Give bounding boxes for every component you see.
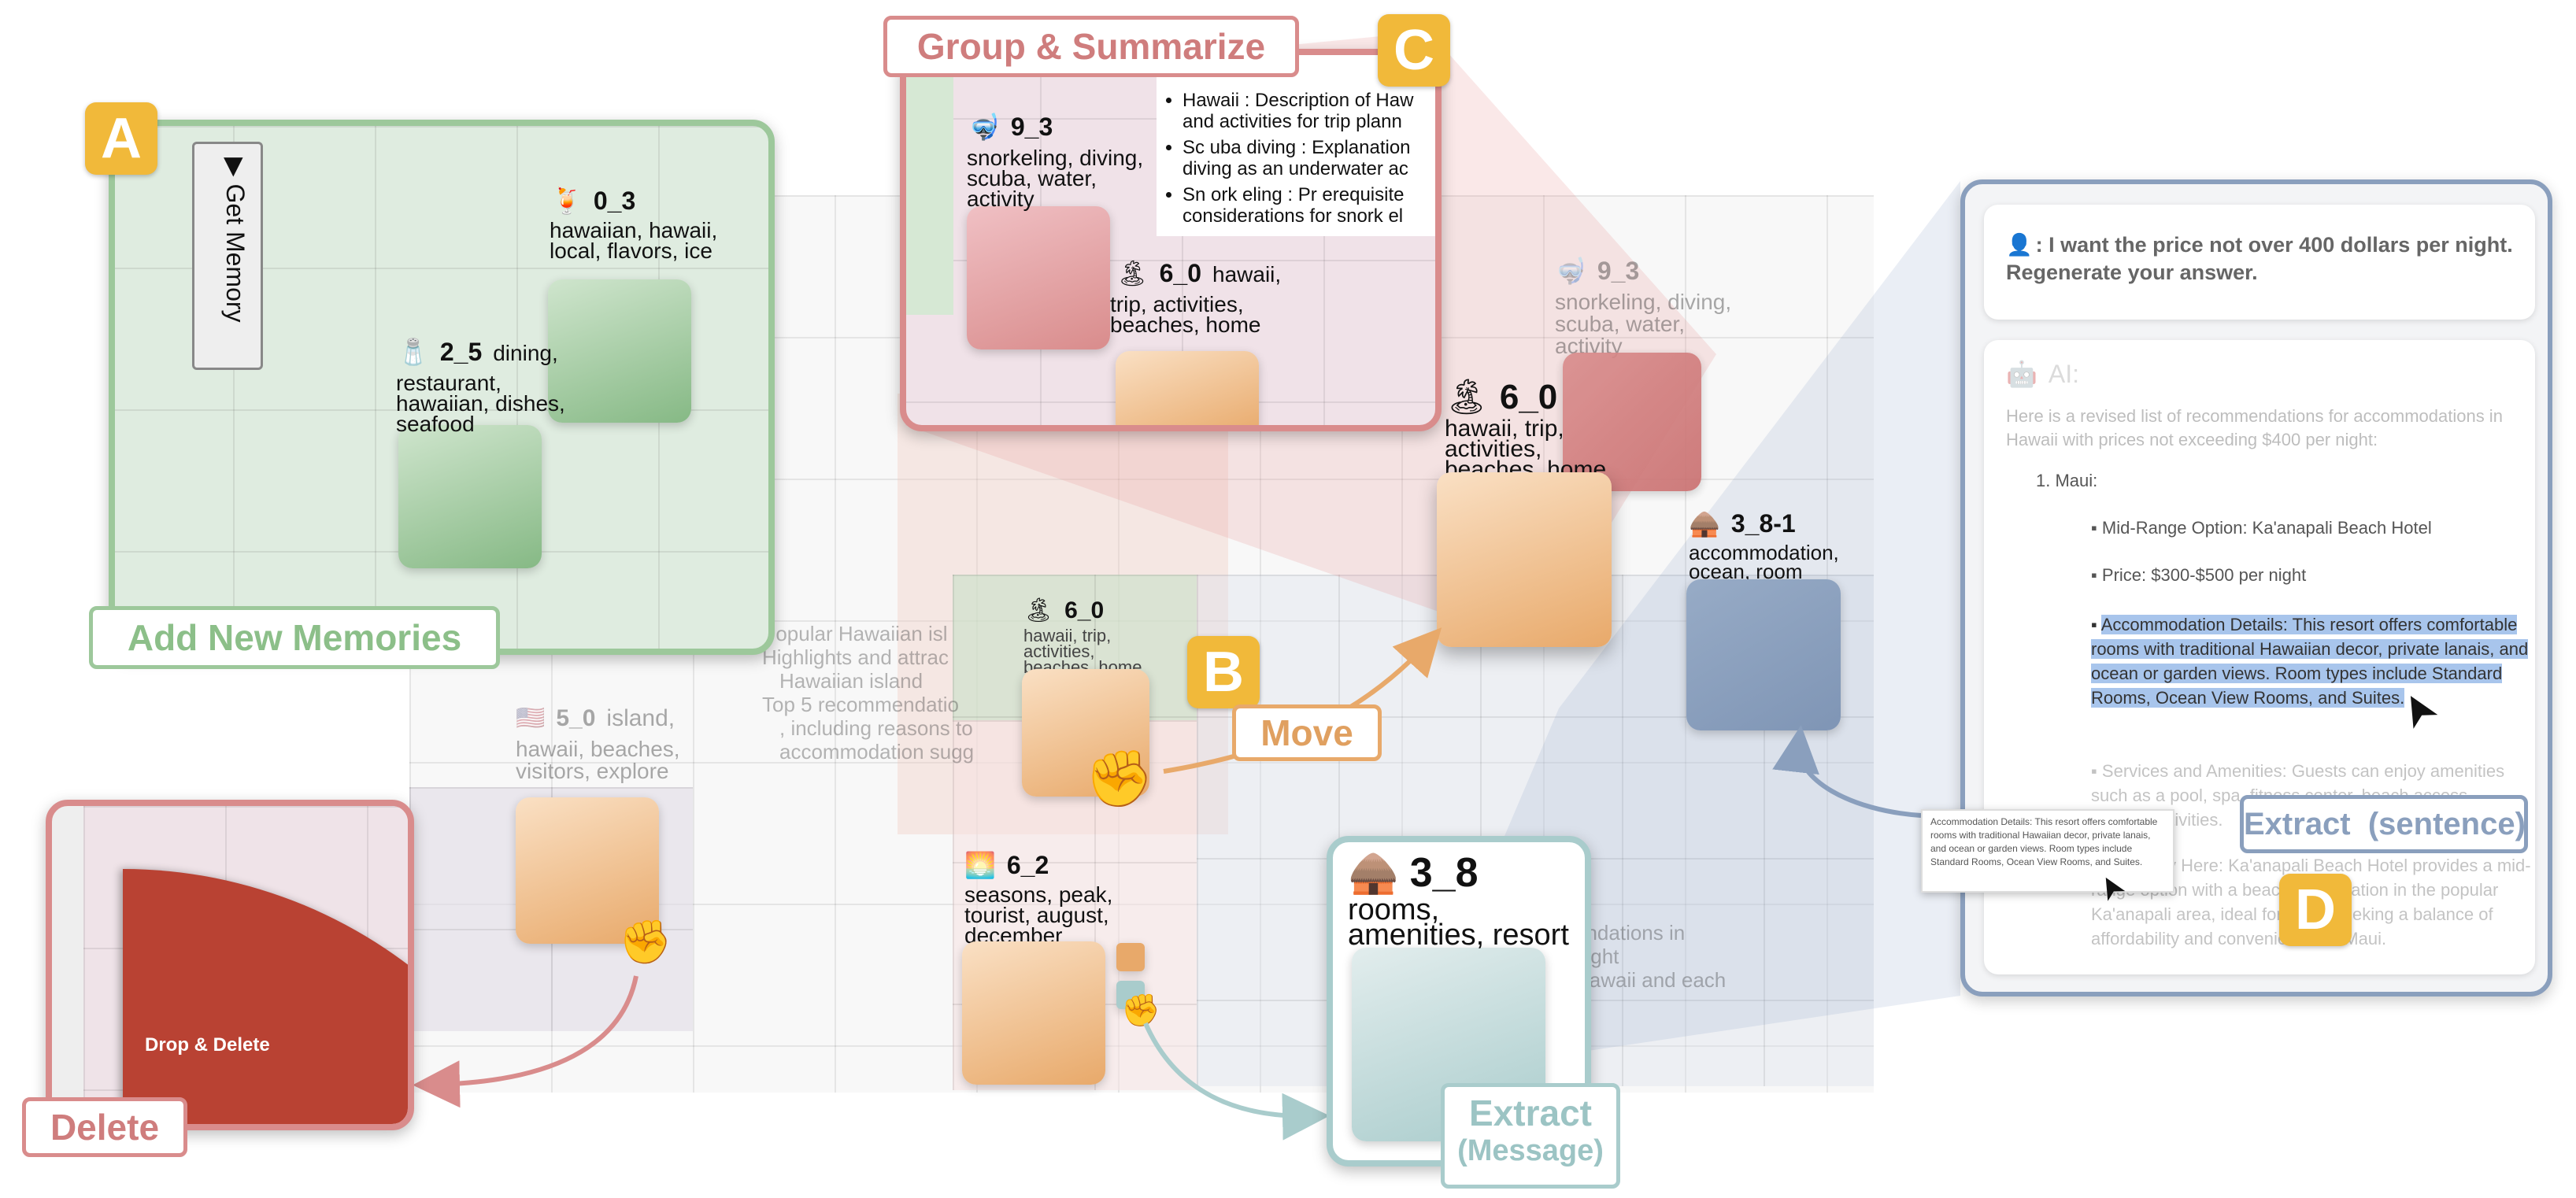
node-9-3-c-keywords: snorkeling, diving, scuba, water, activi… [967, 146, 1144, 211]
move-label: Move [1232, 704, 1382, 761]
selected-sentence[interactable]: Accommodation Details: This resort offer… [2091, 615, 2529, 708]
background-summary-list: Popular Hawaiian isl Highlights and attr… [762, 622, 974, 764]
ai-intro: Here is a revised list of recommendation… [2006, 406, 2503, 449]
arrow-extract-sentence-1 [1772, 725, 1922, 818]
badge-c: C [1378, 14, 1450, 87]
panel-c-green-region [906, 55, 953, 315]
drink-icon: 🍹 [551, 186, 583, 216]
node-6-0-c-title: 🏝 6_0 hawaii, [1116, 258, 1282, 288]
drop-delete-label: Drop & Delete [145, 1034, 270, 1056]
bg-text-line-3: Hawaii and each [1575, 968, 1727, 992]
ai-mid-range: ▪ Mid-Range Option: Ka'anapali Beach Hot… [2091, 518, 2432, 538]
node-2-5-title: 🧂 2_5 dining, [398, 337, 558, 367]
grab-hand-icon-3[interactable]: ✊ [1121, 993, 1160, 1029]
bg-text-line-1: endations in [1575, 921, 1686, 945]
bg-list-line-3: Hawaiian island [779, 669, 923, 693]
ai-label: 🤖 AI: [2006, 359, 2079, 389]
tile-3-8-1[interactable] [1686, 579, 1841, 730]
tile-9-3[interactable] [1563, 353, 1701, 491]
bg-list-line-1: Popular Hawaiian isl [762, 622, 948, 645]
node-6-0-small-title: 🏝 6_0 [1023, 597, 1105, 624]
palm-icon: 🏝 [1023, 597, 1054, 624]
dragged-sentence-text: Accommodation Details: This resort offer… [1930, 816, 2158, 867]
bg-list-line-6: accommodation sugg [779, 740, 975, 764]
tile-9-3-c[interactable] [967, 206, 1110, 349]
salt-icon: 🧂 [398, 337, 429, 367]
node-6-2-title: 🌅 6_2 [964, 850, 1049, 880]
tile-5-0[interactable] [516, 797, 659, 944]
node-9-3-c-title: 🤿 9_3 [968, 112, 1053, 142]
dragged-sentence-card[interactable]: Accommodation Details: This resort offer… [1921, 809, 2174, 893]
extract-message-label: Extract (Message) [1441, 1083, 1620, 1189]
tile-6-0-c[interactable] [1116, 351, 1259, 425]
hut-icon: 🛖 [1348, 849, 1399, 897]
node-0-3-keywords: hawaiian, hawaii, local, flavors, ice [550, 218, 718, 263]
summary-item-snorkeling: Sn ork eling : Pr erequisiteconsideratio… [1183, 184, 1423, 227]
bg-list-line-4: Top 5 recommendatio [762, 693, 960, 716]
node-9-3-keywords: snorkeling, diving, scuba, water, activi… [1555, 290, 1732, 358]
user-message: 👤: I want the price not over 400 dollars… [2006, 233, 2513, 284]
panel-delete[interactable]: Drop & Delete [46, 800, 414, 1130]
panel-d-chat[interactable]: 👤: I want the price not over 400 dollars… [1960, 179, 2552, 996]
node-9-3-title: 🤿 9_3 [1555, 256, 1640, 286]
grab-hand-icon[interactable]: ✊ [1085, 746, 1154, 811]
bg-list-line-5: , including reasons to [779, 716, 973, 740]
flag-icon: 🇺🇸 [516, 704, 546, 732]
background-message-text: endations in night Hawaii and each [1575, 921, 1726, 992]
badge-d: D [2279, 874, 2352, 946]
grab-hand-icon-2[interactable]: ✊ [619, 917, 672, 967]
sunset-icon: 🌅 [964, 850, 996, 880]
tile-6-0-moving[interactable] [1022, 669, 1149, 797]
node-5-0-title: 🇺🇸 5_0 island, [516, 704, 675, 732]
ai-list-item: 1. Maui: [2036, 471, 2098, 490]
node-2-5-keywords: restaurant, hawaiian, dishes, seafood [396, 371, 565, 436]
tile-6-0-big[interactable] [1437, 472, 1612, 647]
user-icon: 👤 [2006, 233, 2033, 257]
node-0-3-title: 🍹 0_3 [551, 186, 636, 216]
node-6-0-c-keywords: trip, activities, beaches, home [1110, 292, 1261, 337]
mini-tile-teal[interactable] [1116, 981, 1145, 1009]
node-3-8-1-keywords: accommodation, ocean, room [1689, 541, 1839, 583]
group-summarize-label: Group & Summarize [883, 16, 1299, 77]
snorkel-icon: 🤿 [968, 112, 1000, 142]
add-new-memories-label: Add New Memories [89, 606, 500, 669]
extract-message-line-2: (Message) [1457, 1134, 1604, 1167]
get-memory-button[interactable]: ▶ Get Memory [221, 157, 250, 323]
tile-6-2[interactable] [962, 941, 1105, 1085]
arrow-extract-message [1143, 1022, 1330, 1141]
extract-message-line-1: Extract [1469, 1093, 1592, 1133]
node-3-8-1-title: 🛖 3_8-1 [1689, 508, 1796, 538]
extract-sentence-label: Extract (sentence) [2240, 795, 2528, 853]
tile-0-3[interactable] [548, 279, 691, 423]
arrow-delete [413, 975, 638, 1108]
badge-a: A [85, 102, 157, 175]
tile-2-5[interactable] [398, 425, 542, 568]
snorkel-icon: 🤿 [1555, 256, 1586, 286]
hut-icon: 🛖 [1689, 508, 1720, 538]
user-message-card [1984, 205, 2535, 320]
palm-icon: 🏝 [1445, 377, 1489, 417]
ai-accommodation: ▪ Accommodation Details: This resort off… [2091, 615, 2529, 708]
palm-icon: 🏝 [1116, 258, 1149, 288]
node-6-0-big-title: 🏝 6_0 [1445, 377, 1558, 417]
badge-b: B [1187, 636, 1260, 708]
get-memory-sidebar[interactable] [192, 142, 263, 370]
node-3-8-keywords: rooms, amenities, resort [1348, 893, 1569, 952]
bg-list-line-2: Highlights and attrac [762, 645, 949, 669]
robot-icon: 🤖 [2006, 359, 2037, 389]
panel-a-add-memories[interactable]: ▶ Get Memory [109, 120, 775, 655]
node-3-8-title: 🛖 3_8 [1348, 849, 1479, 897]
node-5-0-keywords: hawaii, beaches, visitors, explore [516, 737, 680, 783]
ai-price: ▪ Price: $300-$500 per night [2091, 565, 2307, 585]
mini-tile-orange[interactable] [1116, 943, 1145, 971]
delete-label: Delete [22, 1097, 187, 1157]
